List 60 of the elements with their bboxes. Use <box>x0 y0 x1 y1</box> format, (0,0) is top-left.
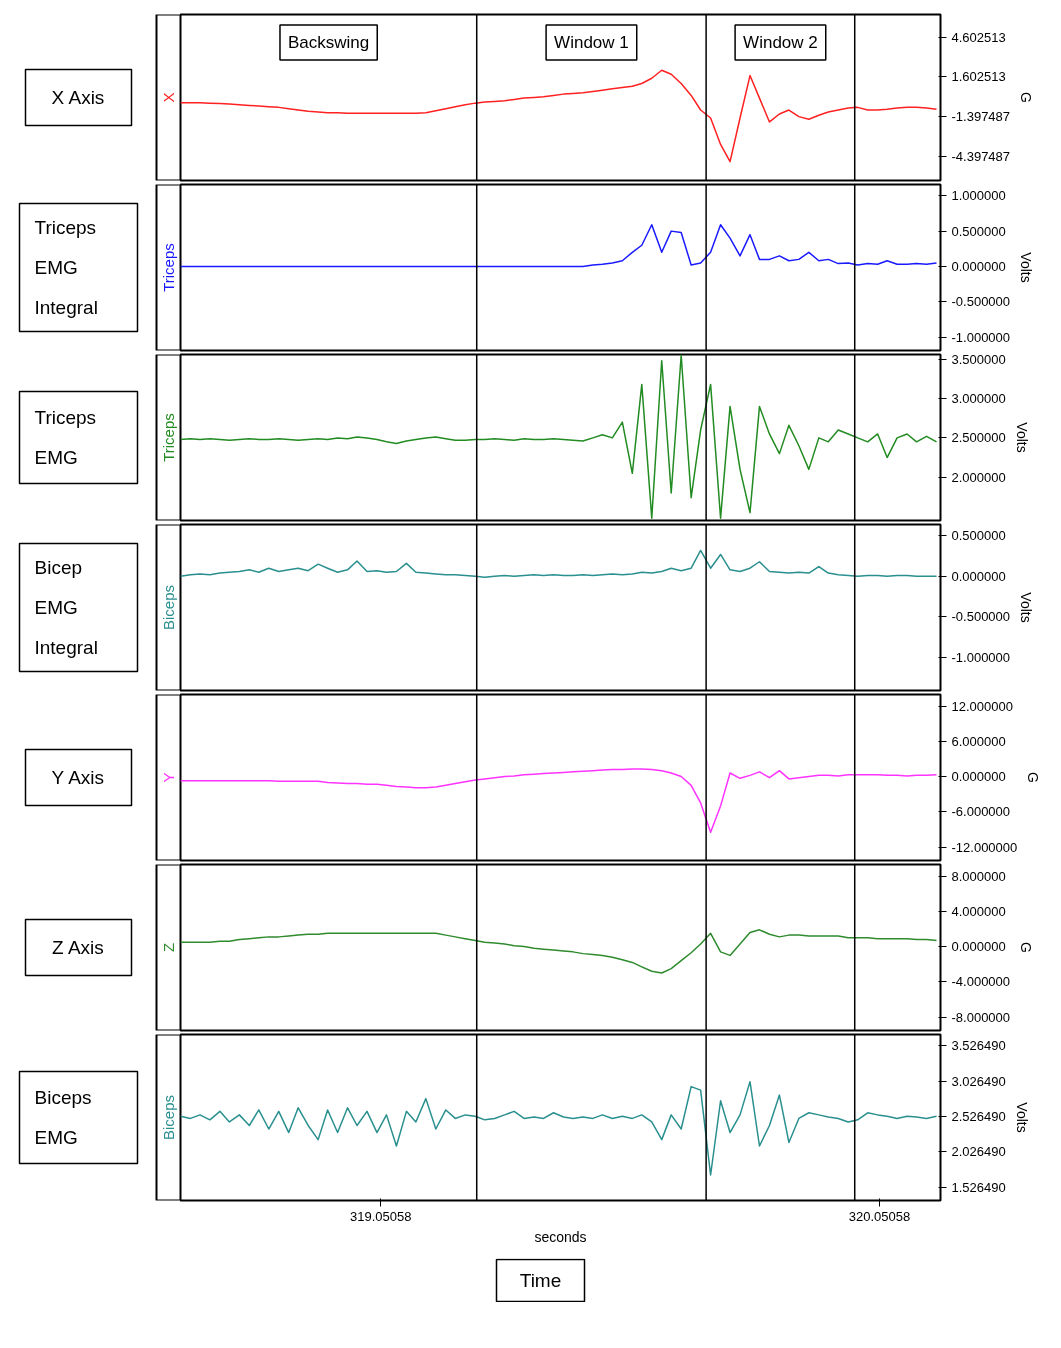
x-tick-label: 320.05058 <box>848 1208 911 1224</box>
y-axis-title: Volts <box>1018 592 1035 623</box>
text: Biceps EMG <box>34 1087 92 1148</box>
y-axis-title: G <box>1018 942 1035 953</box>
y-tick-label: 3.026490 <box>951 1073 1006 1089</box>
text: X Axis <box>51 87 105 108</box>
x-tick-label: 319.05058 <box>350 1208 412 1224</box>
y-tick-label: -0.500000 <box>951 609 1011 625</box>
y-tick-label: 3.500000 <box>951 351 1006 367</box>
y-tick-label: -0.500000 <box>951 294 1011 310</box>
y-axis-title: Volts <box>1018 252 1035 283</box>
y-axis-title: Volts <box>1013 422 1030 453</box>
y-tick-label: -12.000000 <box>951 839 1018 855</box>
y-tick-label: 1.000000 <box>951 188 1006 204</box>
text: Y Axis <box>51 767 105 788</box>
y-tick-label: 2.526490 <box>951 1109 1006 1125</box>
y-tick-label: 2.000000 <box>951 469 1006 485</box>
text: Bicep EMG Integral <box>34 557 98 658</box>
y-tick-label: 0.000000 <box>951 939 1006 955</box>
y-tick-label: -8.000000 <box>951 1009 1011 1025</box>
text: Triceps <box>160 243 177 292</box>
y-tick-label: -1.000000 <box>951 649 1011 665</box>
y-tick-label: 0.000000 <box>951 258 1006 274</box>
y-tick-label: 3.526490 <box>951 1038 1006 1054</box>
y-tick-label: -4.000000 <box>951 974 1011 990</box>
y-axis-title: G <box>1018 92 1035 103</box>
text: Triceps EMG <box>34 407 97 468</box>
y-tick-label: 8.000000 <box>951 868 1006 884</box>
text: Biceps <box>160 584 177 631</box>
y-tick-label: 3.000000 <box>951 391 1006 407</box>
x-axis-title: seconds <box>534 1228 587 1245</box>
text: Z <box>160 942 177 953</box>
y-axis-title: Volts <box>1013 1102 1030 1133</box>
text: Triceps <box>160 413 177 462</box>
annotation: Window 2 <box>743 33 818 52</box>
annotation: Backswing <box>287 33 370 52</box>
text: Triceps EMG Integral <box>34 217 98 318</box>
text: Z Axis <box>52 937 104 958</box>
y-tick-label: -6.000000 <box>951 804 1011 820</box>
y-tick-label: 0.000000 <box>951 568 1006 584</box>
y-tick-label: 1.526490 <box>951 1179 1006 1195</box>
y-tick-label: -1.000000 <box>951 329 1011 345</box>
y-tick-label: 4.000000 <box>951 903 1006 919</box>
y-tick-label: -1.397487 <box>951 109 1011 125</box>
y-tick-label: 1.602513 <box>951 69 1006 85</box>
y-tick-label: 2.026490 <box>951 1144 1006 1160</box>
y-tick-label: 6.000000 <box>951 733 1006 749</box>
text: X <box>160 92 177 103</box>
y-axis-title: G <box>1025 772 1042 783</box>
y-tick-label: 12.000000 <box>951 698 1013 714</box>
annotation: Window 1 <box>554 33 629 52</box>
y-tick-label: 4.602513 <box>951 29 1006 45</box>
y-tick-label: 0.000000 <box>951 769 1006 785</box>
y-tick-label: 0.500000 <box>951 223 1006 239</box>
y-tick-label: 0.500000 <box>951 528 1006 544</box>
text: Y <box>160 772 177 783</box>
y-tick-label: -4.397487 <box>951 148 1011 164</box>
text: Biceps <box>160 1094 177 1141</box>
y-tick-label: 2.500000 <box>951 430 1006 446</box>
text: Time <box>519 1270 562 1291</box>
